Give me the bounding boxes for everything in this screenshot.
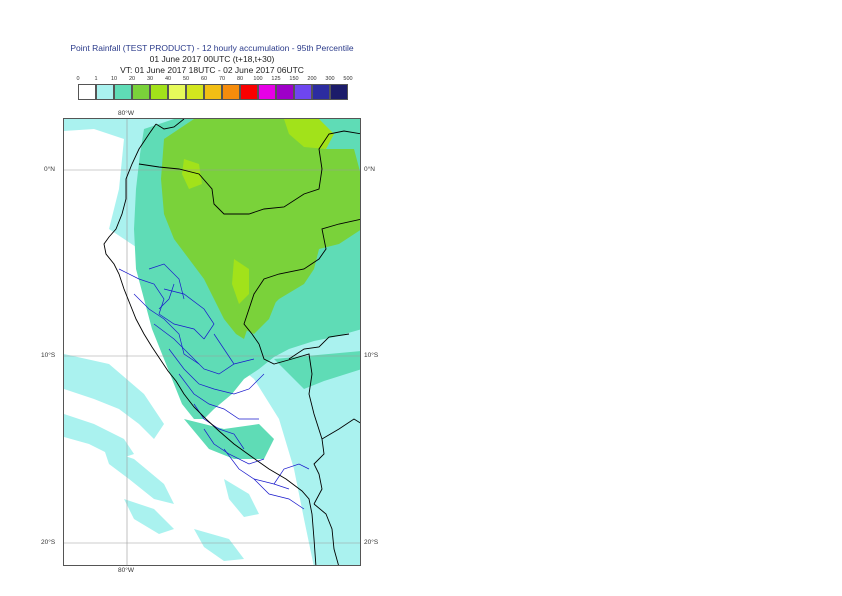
lat-label-right-10: 10°S [364,352,379,359]
legend-tick-label: 40 [164,76,172,82]
legend-swatch [312,84,330,100]
legend-swatch [222,84,240,100]
legend-tick-label: 20 [128,76,136,82]
legend-tick-label: 1 [94,76,98,82]
legend-swatch [78,84,96,100]
legend-swatch [168,84,186,100]
legend-swatch [276,84,294,100]
legend-tick-label: 60 [200,76,208,82]
region-boundaries [118,263,310,510]
legend-swatch [294,84,312,100]
legend-tick-label: 80 [236,76,244,82]
map-frame [63,118,361,566]
rainfall-map [64,119,360,565]
legend-tick-label: 125 [271,76,281,82]
legend-swatch [186,84,204,100]
lat-label-left-20: 20°S [41,539,56,546]
lat-label-right-0: 0°N [364,166,375,173]
title-line-1: Point Rainfall (TEST PRODUCT) - 12 hourl… [70,43,354,53]
legend-tick-label: 70 [218,76,226,82]
legend-tick-label: 500 [343,76,353,82]
lat-label-left-0: 0°N [44,166,55,173]
legend-tick-label: 100 [253,76,263,82]
lat-label-left-10: 10°S [41,352,56,359]
title-line-2: 01 June 2017 00UTC (t+18,t+30) [149,54,275,64]
graticule [64,119,360,565]
legend-tick-label: 300 [325,76,335,82]
legend-swatch [150,84,168,100]
title-line-3: VT: 01 June 2017 18UTC - 02 June 2017 06… [120,65,304,75]
legend-tick-label: 0 [76,76,80,82]
lat-label-right-20: 20°S [364,539,379,546]
legend-swatch [240,84,258,100]
rain-band-lime [182,119,334,304]
legend-tick-label: 150 [289,76,299,82]
lon-label-bottom: 80°W [118,567,134,574]
legend-tick-label: 30 [146,76,154,82]
legend-tick-label: 10 [110,76,118,82]
legend-swatch [330,84,348,100]
legend-swatch [114,84,132,100]
legend-swatch [96,84,114,100]
lon-label-top: 80°W [118,110,134,117]
legend-swatch [258,84,276,100]
country-borders [103,119,360,565]
legend-tick-label: 200 [307,76,317,82]
legend-tick-label: 50 [182,76,190,82]
legend-swatch [132,84,150,100]
legend-swatch [204,84,222,100]
